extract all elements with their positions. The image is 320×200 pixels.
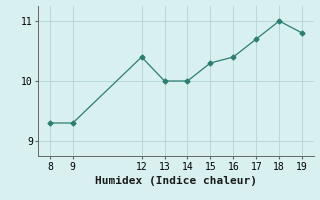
X-axis label: Humidex (Indice chaleur): Humidex (Indice chaleur) bbox=[95, 176, 257, 186]
